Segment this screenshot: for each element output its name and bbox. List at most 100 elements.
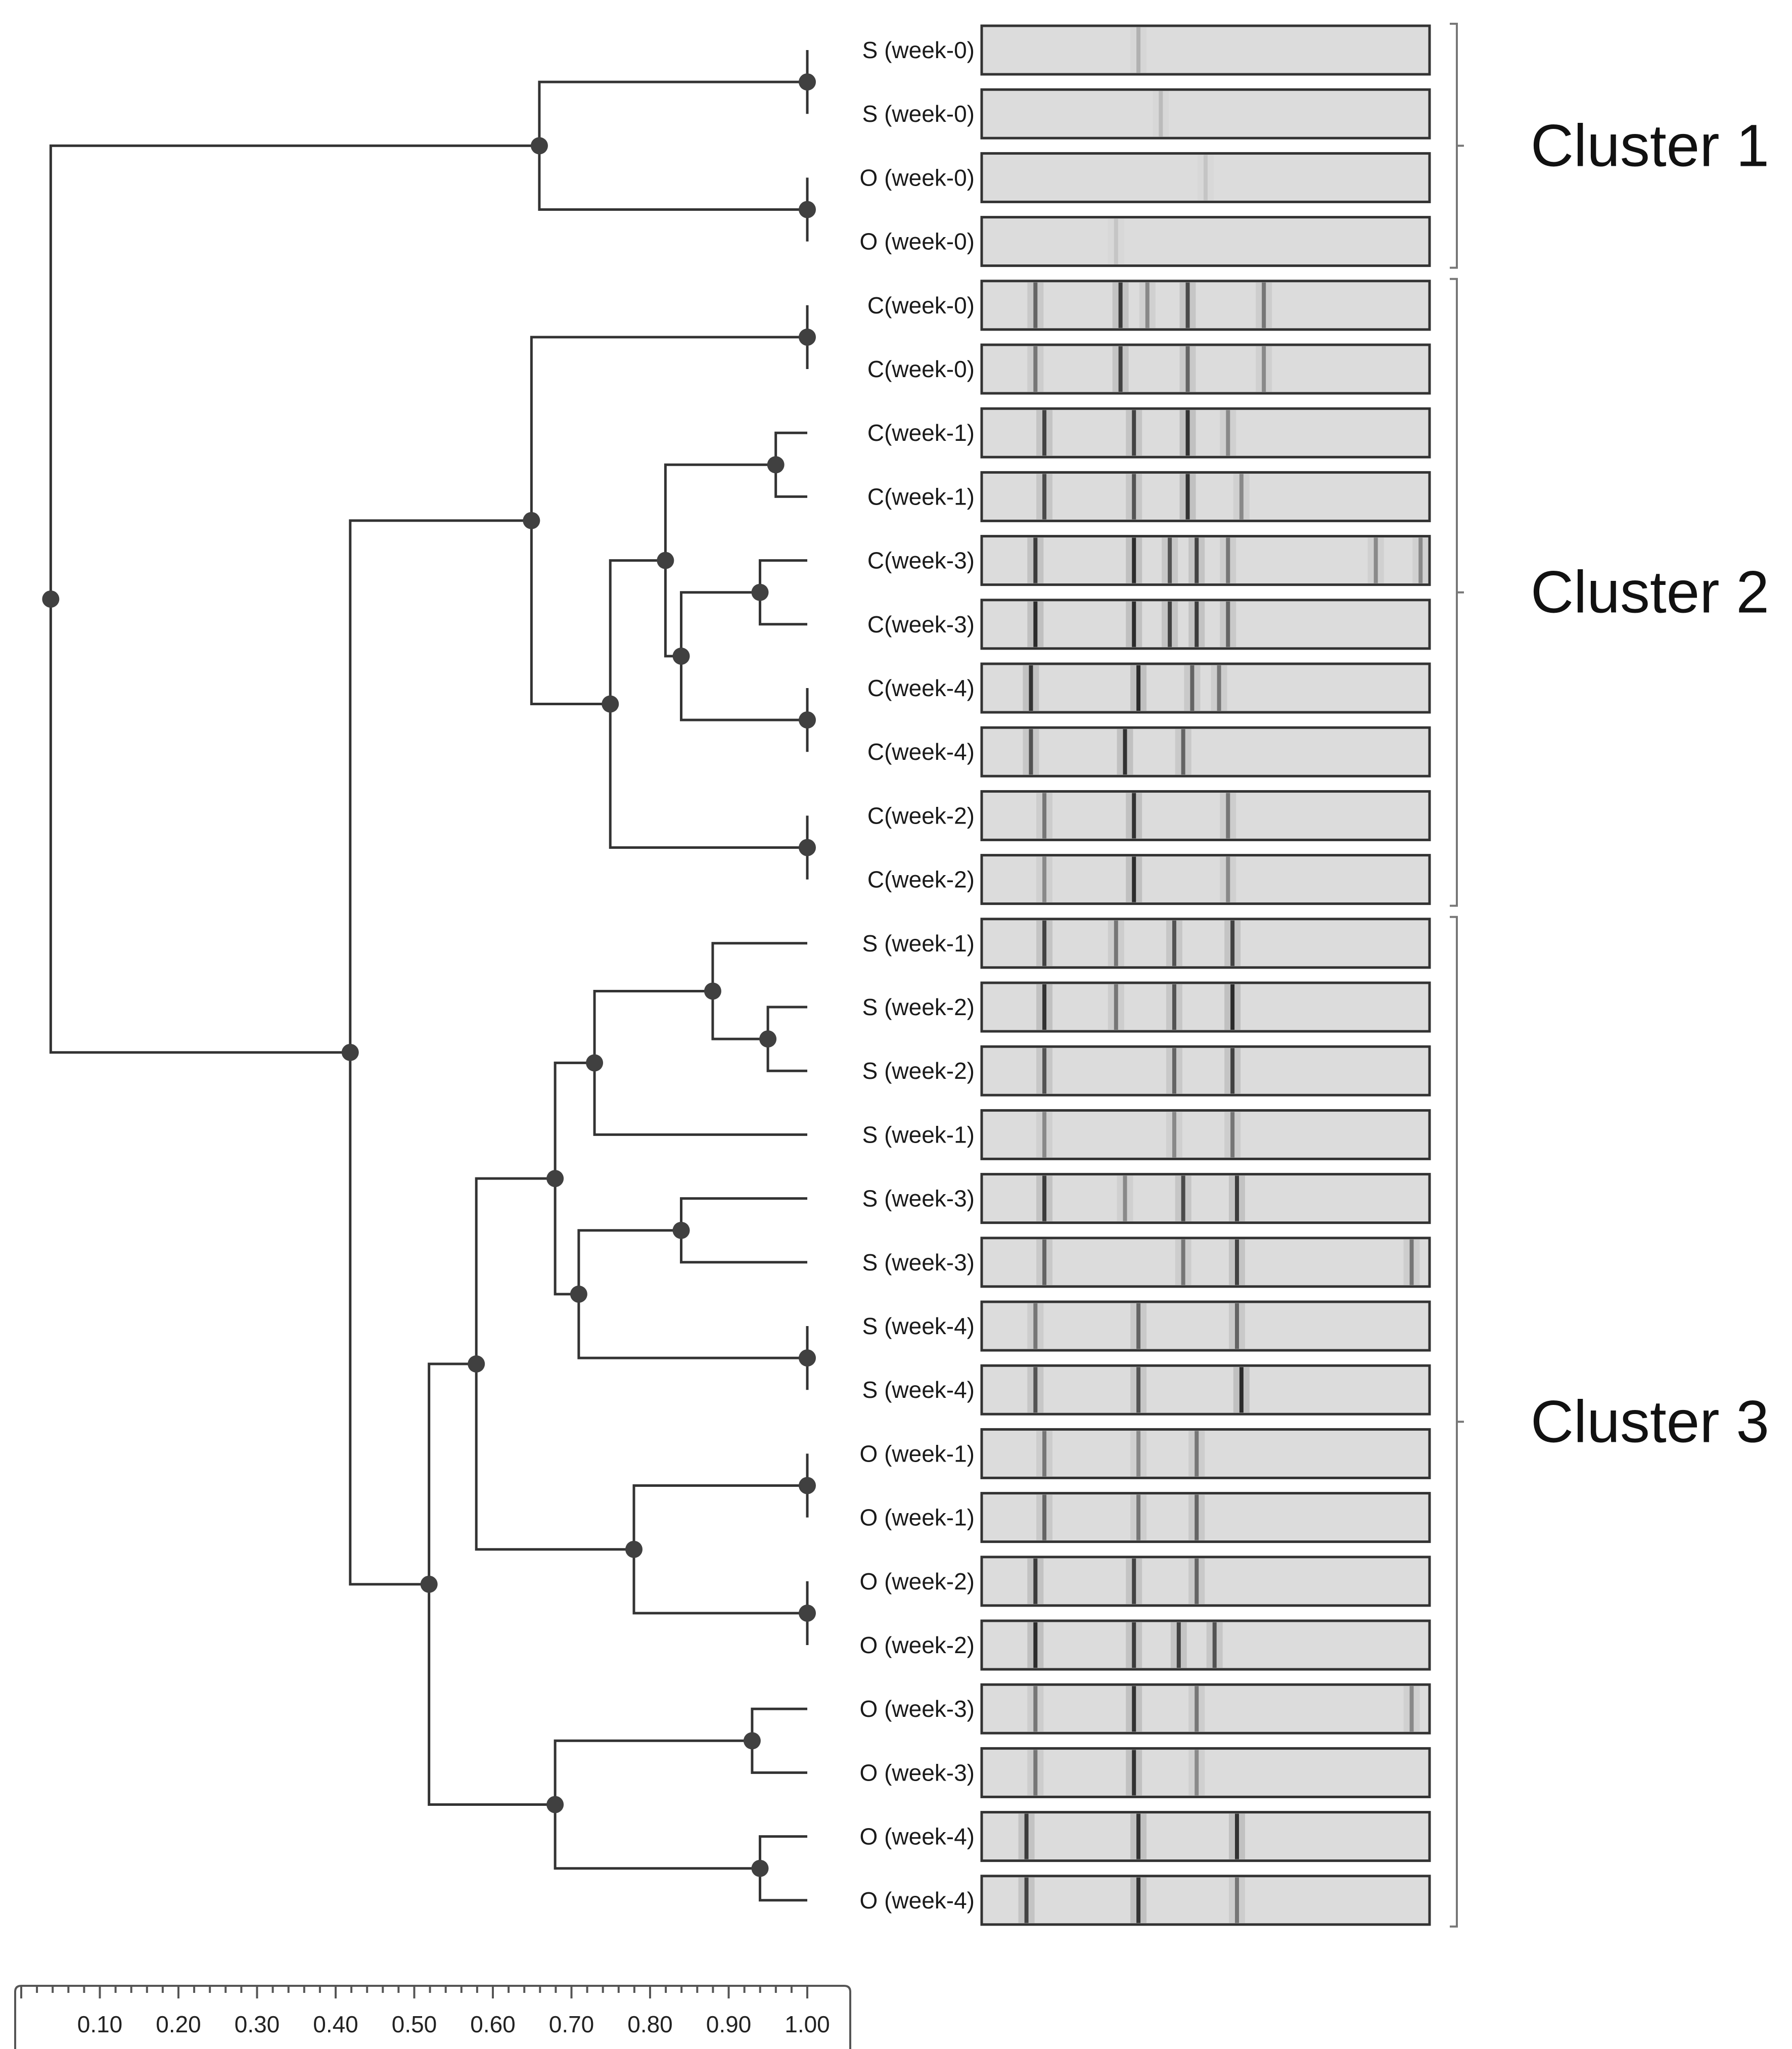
gel-lane <box>980 1683 1431 1735</box>
lane-label: S (week-3) <box>862 1249 975 1276</box>
gel-band-halo <box>1166 920 1182 966</box>
lane-label: O (week-2) <box>860 1632 975 1658</box>
gel-band <box>1159 91 1163 137</box>
scale-tick-label: 0.60 <box>470 2011 516 2037</box>
gel-band <box>1235 1175 1239 1221</box>
dendrogram-branch <box>428 1362 556 1806</box>
gel-band-halo <box>1188 1558 1205 1604</box>
dendrogram-node <box>743 1732 761 1750</box>
scale-tick-label: 0.80 <box>627 2011 673 2037</box>
lane-label: O (week-0) <box>860 229 975 255</box>
gel-band-halo <box>1036 856 1053 902</box>
gel-band-halo <box>1036 1112 1053 1158</box>
gel-band-halo <box>1224 1112 1241 1158</box>
scale-tick-label: 0.70 <box>549 2011 594 2037</box>
gel-band-halo <box>1175 1175 1191 1221</box>
gel-band-halo <box>1126 1622 1142 1668</box>
gel-band <box>1114 984 1118 1030</box>
dendrogram-node <box>546 1796 564 1813</box>
cluster-bracket <box>1450 278 1464 907</box>
gel-lane <box>980 471 1431 522</box>
gel-band <box>1042 1494 1047 1540</box>
lane-label: C(week-0) <box>867 356 975 382</box>
gel-band <box>1132 856 1136 902</box>
gel-band <box>1132 1558 1136 1604</box>
gel-band <box>1132 474 1136 520</box>
gel-band <box>1194 601 1199 647</box>
gel-band <box>1226 793 1230 839</box>
lane-label: C(week-2) <box>867 867 975 893</box>
lane-label: C(week-2) <box>867 802 975 829</box>
gel-band <box>1172 1112 1176 1158</box>
gel-lane <box>980 343 1431 395</box>
gel-band <box>1136 1813 1141 1859</box>
dendrogram-node <box>546 1170 564 1188</box>
gel-band-halo <box>1126 410 1142 456</box>
scale-tick-label: 1.00 <box>785 2011 830 2037</box>
gel-band-halo <box>1036 920 1053 966</box>
gel-band-halo <box>1229 1175 1246 1221</box>
gel-band <box>1226 856 1230 902</box>
dendrogram-node <box>420 1575 438 1593</box>
gel-lane <box>980 854 1431 905</box>
scale-ruler <box>14 1985 851 2049</box>
dendrogram-node <box>657 552 674 569</box>
gel-lane <box>980 599 1431 650</box>
gel-band <box>1024 1813 1029 1859</box>
gel-band-halo <box>1256 346 1272 392</box>
gel-band-halo <box>1027 601 1044 647</box>
gel-lane <box>980 1300 1431 1352</box>
lane-label: O (week-2) <box>860 1568 975 1595</box>
gel-band <box>1132 537 1136 583</box>
lane-label: C(week-4) <box>867 675 975 701</box>
gel-band <box>1181 729 1185 775</box>
gel-band-halo <box>1233 1367 1250 1413</box>
dendrogram-node <box>751 1859 769 1877</box>
scale-tick-label: 0.20 <box>156 2011 201 2037</box>
gel-band <box>1123 1175 1127 1221</box>
lane-label: O (week-4) <box>860 1887 975 1914</box>
gel-band <box>1033 1750 1038 1796</box>
gel-band <box>1136 665 1141 711</box>
gel-band <box>1168 537 1172 583</box>
gel-band-halo <box>1027 1686 1044 1732</box>
gel-band <box>1409 1686 1414 1732</box>
lane-label: O (week-0) <box>860 164 975 191</box>
gel-band <box>1181 1239 1185 1285</box>
gel-band-halo <box>1211 665 1227 711</box>
gel-band <box>1235 1239 1239 1285</box>
gel-band <box>1033 346 1038 392</box>
gel-band-halo <box>1256 282 1272 328</box>
gel-band-halo <box>1188 601 1205 647</box>
gel-band-halo <box>1166 984 1182 1030</box>
gel-band-halo <box>1188 1686 1205 1732</box>
gel-band <box>1132 1622 1136 1668</box>
gel-band <box>1230 984 1235 1030</box>
gel-band <box>1217 665 1221 711</box>
scale-tick-label: 0.30 <box>235 2011 280 2037</box>
gel-band-halo <box>1224 920 1241 966</box>
gel-band <box>1226 601 1230 647</box>
dendrogram-node <box>602 695 619 713</box>
gel-band-halo <box>1036 1431 1053 1477</box>
gel-lane <box>980 152 1431 203</box>
gel-band <box>1185 346 1190 392</box>
gel-band <box>1172 1048 1176 1094</box>
gel-lane <box>980 1556 1431 1607</box>
dendrogram-branch <box>680 591 807 721</box>
gel-band-halo <box>1170 1622 1187 1668</box>
gel-band <box>1136 1494 1141 1540</box>
scale-tick-label: 0.40 <box>313 2011 358 2037</box>
dendrogram-branch <box>554 1739 760 1870</box>
lane-label: C(week-1) <box>867 420 975 446</box>
gel-band-halo <box>1036 1494 1053 1540</box>
gel-band-halo <box>1220 793 1236 839</box>
dendrogram-node <box>799 1349 816 1367</box>
lane-label: O (week-4) <box>860 1824 975 1850</box>
scale-tick-label: 0.90 <box>706 2011 752 2037</box>
gel-band-halo <box>1220 537 1236 583</box>
dendrogram-node <box>799 839 816 856</box>
gel-band-halo <box>1130 1877 1147 1923</box>
gel-band <box>1194 537 1199 583</box>
dendrogram-branch <box>609 559 807 849</box>
